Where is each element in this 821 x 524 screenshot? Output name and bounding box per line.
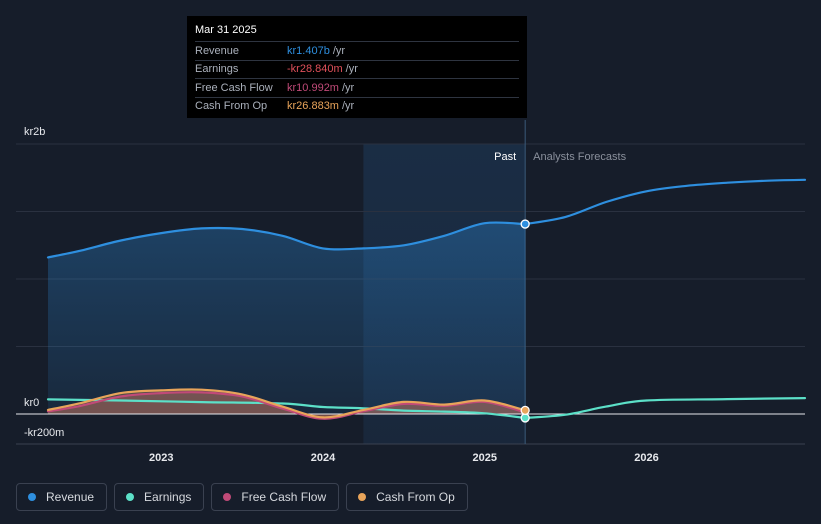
cfo-marker xyxy=(520,405,530,416)
tooltip-unit: /yr xyxy=(341,100,355,113)
series-layer xyxy=(16,178,807,420)
tooltip-value: kr26.883m xyxy=(287,100,339,113)
tooltip-value: kr1.407b xyxy=(287,44,330,57)
legend-label: Revenue xyxy=(46,490,95,504)
legend-item-free-cash-flow[interactable]: Free Cash Flow xyxy=(211,483,340,511)
tooltip-value: kr10.992m xyxy=(287,81,339,94)
tooltip-label: Free Cash Flow xyxy=(195,81,273,94)
tooltip-row-revenue: Revenue kr1.407b /yr xyxy=(195,41,519,60)
tooltip-unit: /yr xyxy=(345,63,358,76)
legend-item-revenue[interactable]: Revenue xyxy=(16,483,108,511)
past-label: Past xyxy=(494,151,516,163)
tooltip-date: Mar 31 2025 xyxy=(195,24,257,36)
tooltip-row-cfo: Cash From Op kr26.883m /yr xyxy=(195,96,519,116)
tooltip-value: -kr28.840m xyxy=(287,63,343,76)
tooltip-label: Cash From Op xyxy=(195,100,268,113)
earnings-line xyxy=(46,398,527,419)
tooltip-label: Revenue xyxy=(195,44,240,57)
tooltip-unit: /yr xyxy=(341,81,355,94)
fcf-line xyxy=(46,391,527,420)
tooltip-row-earnings: Earnings -kr28.840m /yr xyxy=(195,59,519,79)
tooltip-unit: /yr xyxy=(332,44,346,57)
tooltip-row-fcf: Free Cash Flow kr10.992m /yr xyxy=(195,78,519,97)
earnings-forecast-line xyxy=(524,397,807,419)
revenue-forecast-line xyxy=(524,178,807,226)
legend-label: Cash From Op xyxy=(376,490,455,504)
y-axis-label-bottom: -kr200m xyxy=(24,427,64,439)
legend-label: Earnings xyxy=(144,490,192,504)
chart-svg: kr2b kr0 -kr200m Past Analysts Forecasts… xyxy=(16,120,807,464)
legend-item-cash-from-op[interactable]: Cash From Op xyxy=(346,483,468,511)
revenue-marker xyxy=(520,219,530,229)
labels-layer: kr2b kr0 -kr200m Past Analysts Forecasts… xyxy=(24,126,659,464)
earnings-marker xyxy=(520,413,530,423)
legend: Revenue Earnings Free Cash Flow Cash Fro… xyxy=(16,483,468,511)
x-tick-label: 2023 xyxy=(149,452,173,464)
y-axis-label-top: kr2b xyxy=(24,126,45,138)
legend-dot-icon xyxy=(28,493,36,501)
legend-dot-icon xyxy=(358,493,367,501)
x-tick-label: 2026 xyxy=(634,452,658,464)
legend-label: Free Cash Flow xyxy=(241,490,327,504)
cfo-line xyxy=(46,388,527,419)
fcf-area xyxy=(48,392,526,419)
x-tick-label: 2024 xyxy=(311,452,336,464)
revenue-line xyxy=(46,221,527,259)
x-tick-label: 2025 xyxy=(472,452,496,464)
tooltip: Mar 31 2025 Revenue kr1.407b /yr Earning… xyxy=(187,16,527,118)
revenue-area xyxy=(48,222,526,414)
legend-dot-icon xyxy=(126,493,135,501)
markers-layer xyxy=(520,219,530,423)
y-axis-label-zero: kr0 xyxy=(24,397,39,409)
legend-dot-icon xyxy=(223,493,232,501)
legend-item-earnings[interactable]: Earnings xyxy=(114,483,205,511)
tooltip-label: Earnings xyxy=(195,63,239,76)
forecast-label: Analysts Forecasts xyxy=(533,151,626,163)
